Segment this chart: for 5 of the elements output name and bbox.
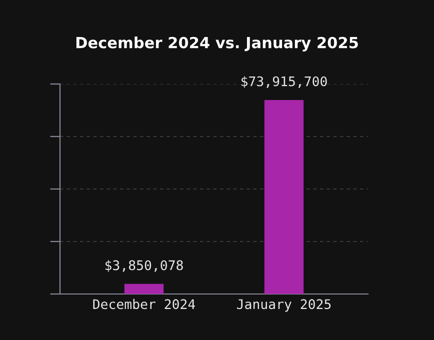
data-label: $3,850,078 bbox=[106, 260, 183, 272]
chart-title: December 2024 vs. January 2025 bbox=[76, 36, 358, 52]
x-tick-label: January 2025 bbox=[237, 299, 331, 312]
x-tick-label: December 2024 bbox=[93, 298, 196, 310]
data-label: $73,915,700 bbox=[242, 76, 327, 88]
